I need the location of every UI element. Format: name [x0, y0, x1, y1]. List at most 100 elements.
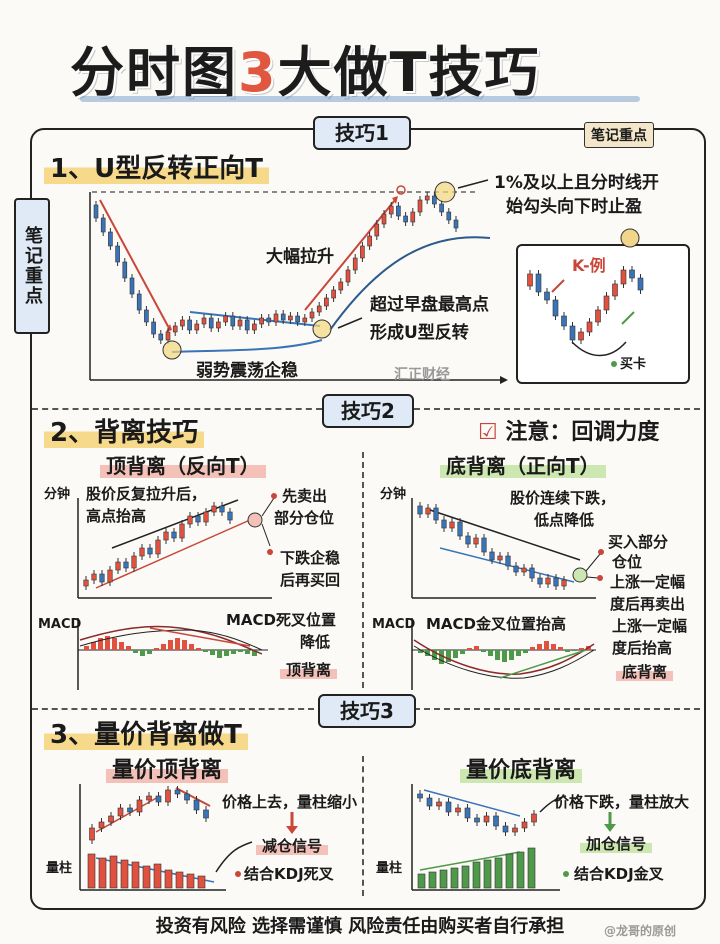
s3l-volume-bar [164, 869, 173, 889]
s3l-candle [108, 815, 114, 823]
s2r-act2-2: 度后再卖出 [610, 595, 686, 613]
s1-candle [381, 213, 387, 225]
s2l-candle [219, 505, 225, 513]
s2l-act2-2: 后再买回 [280, 571, 341, 589]
s1-candle [338, 281, 344, 291]
s2r-candle [505, 555, 511, 567]
s2l-candle [123, 561, 129, 569]
s1-inset-buy-label: 买卡 [620, 357, 647, 372]
s2r-macd-bar [565, 650, 570, 652]
s2-right-macd-bars [418, 641, 591, 664]
s2-right-title: 底背离（正向T） [440, 450, 606, 479]
s3r-volume-bar [483, 859, 492, 889]
s2l-macd-bar [203, 650, 208, 652]
s2r-macd-bar [530, 647, 535, 650]
s1-inset-candle [595, 309, 601, 323]
s1-candle [396, 205, 401, 217]
s2l-upper-trend [111, 499, 239, 549]
page-title: 分时图3大做T技巧 [70, 28, 540, 107]
s2r-macd-desc2-1: 上涨一定幅 [612, 617, 688, 635]
s3r-candle [436, 801, 442, 807]
s1-inset-candle [535, 273, 542, 293]
s1-inset-green-arrow [621, 311, 635, 325]
s1-candle [432, 195, 437, 205]
title-part-b: 大做T技巧 [277, 41, 541, 104]
s3l-candle [193, 799, 200, 811]
s2-notice-text: 注意：回调力度 [505, 420, 660, 445]
s3r-volume-bar [494, 857, 503, 889]
s2l-macd-bar [238, 650, 243, 652]
s2l-candle [83, 579, 89, 587]
s3l-candle [127, 807, 133, 813]
s1-candle [280, 313, 286, 321]
s1-candle [216, 321, 221, 329]
s3l-volume-bar [186, 873, 195, 889]
skill1-tag: 技巧1 [313, 116, 411, 150]
s2l-candle [195, 515, 201, 523]
s1-inset-candle [569, 325, 576, 341]
s2l-candle [203, 511, 209, 523]
s2l-candle [115, 561, 121, 571]
s1-candle [388, 205, 394, 215]
s3l-candle [98, 821, 105, 829]
s2r-macd-desc2-2: 度后抬高 [612, 639, 673, 657]
s1-candle [158, 333, 164, 341]
s2r-candle [433, 507, 439, 521]
s3-left-title-text: 量价顶背离 [106, 758, 229, 783]
s3r-volume-bar [527, 847, 536, 889]
s1-break-label-1: 超过早盘最高点 [370, 295, 489, 315]
s1-inset-candle [578, 331, 584, 341]
s3r-candle [474, 817, 480, 823]
s1-candle [302, 317, 308, 323]
s2l-macd-bar [224, 650, 229, 656]
s3r-volume-bar [505, 853, 514, 889]
s1-weak-label: 弱势震荡企稳 [196, 361, 298, 381]
s2l-result-text: 顶背离 [280, 661, 338, 679]
s2r-candle [497, 555, 503, 561]
s1-rise-label: 大幅拉升 [266, 247, 334, 267]
s3r-candle [455, 807, 461, 813]
s2r-candle [417, 505, 423, 515]
s1-inset-candle [561, 315, 567, 327]
s2r-candle [473, 537, 479, 545]
s2l-macd-bar [84, 646, 89, 650]
s2r-act1-2: 仓位 [612, 553, 643, 571]
s1-candle [403, 215, 408, 223]
s2r-candle [553, 577, 559, 587]
s2l-macd-bar [119, 642, 124, 650]
s2r-candle [545, 577, 551, 585]
s2-left-macd-bars [84, 636, 257, 658]
s3l-volume-bar [120, 859, 129, 889]
s1-candle [453, 219, 459, 229]
s3r-candle [417, 793, 423, 799]
s3l-candle [165, 789, 171, 803]
s1-u-curve-line [329, 236, 491, 331]
s1-candle [410, 211, 416, 223]
s2l-macd-bar [98, 638, 103, 650]
s3l-signal-text: 减仓信号 [256, 837, 329, 855]
s1-candle [223, 315, 228, 323]
title-part-a: 分时图 [70, 41, 238, 104]
s3l-candle [174, 789, 181, 795]
skill3-heading-text: 3、量价背离做T [44, 720, 248, 750]
s2r-candle [489, 551, 495, 561]
s3-center-divider [362, 756, 364, 896]
skill2-heading-text: 2、背离技巧 [44, 418, 205, 448]
s2r-candle [449, 521, 455, 529]
s2l-candle [107, 569, 113, 583]
s1-inset-title: K-例 [572, 256, 606, 275]
s1-inset-candle [586, 321, 593, 333]
s2-left-candles [83, 502, 233, 590]
s1-candle [259, 317, 264, 325]
s1-low-circle [162, 340, 182, 360]
s1-candle [230, 315, 236, 327]
s3r-candle [502, 825, 509, 833]
s2r-macd-bar [558, 647, 563, 650]
s2l-macd-bar [175, 638, 180, 650]
s1-candle [122, 261, 128, 279]
s2r-candle [561, 579, 567, 587]
s3l-combo: 结合KDJ死叉 [244, 865, 334, 883]
title-underline [80, 96, 640, 102]
